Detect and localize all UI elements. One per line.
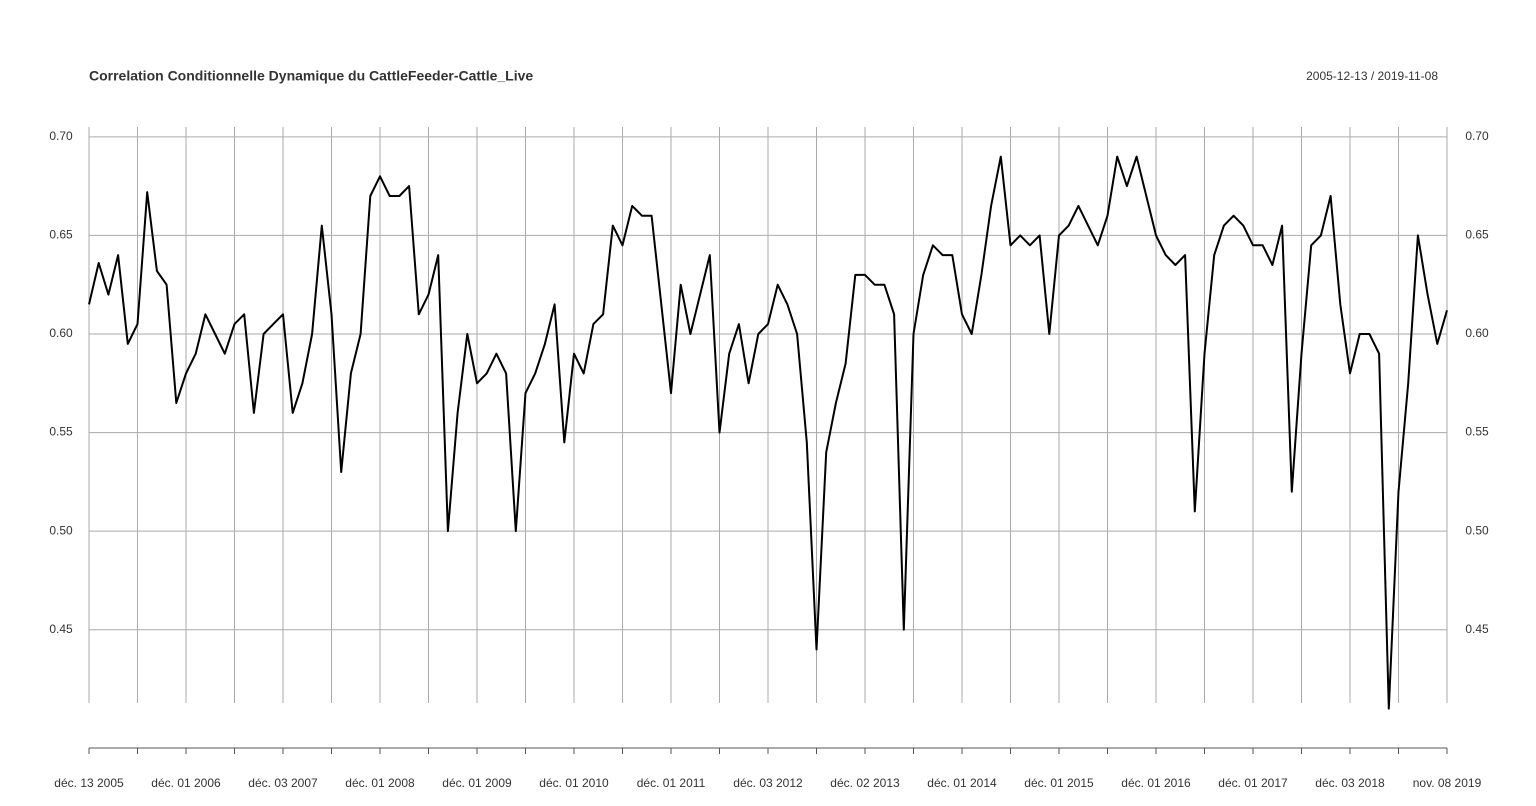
y-tick-label-right: 0.50: [1465, 523, 1489, 537]
x-tick-label: déc. 03 2012: [733, 776, 803, 790]
x-tick-label: déc. 01 2008: [345, 776, 415, 790]
x-tick-label: déc. 01 2014: [927, 776, 997, 790]
y-tick-label-right: 0.55: [1465, 425, 1489, 439]
x-tick-label: déc. 01 2009: [442, 776, 512, 790]
y-tick-label-right: 0.65: [1465, 228, 1489, 242]
x-tick-label: déc. 13 2005: [54, 776, 124, 790]
y-tick-label: 0.45: [49, 622, 73, 636]
y-tick-label: 0.60: [49, 326, 73, 340]
x-tick-label: nov. 08 2019: [1413, 776, 1482, 790]
y-tick-label: 0.50: [49, 523, 73, 537]
x-tick-label: déc. 01 2015: [1024, 776, 1094, 790]
x-tick-label: déc. 03 2007: [248, 776, 318, 790]
x-tick-label: déc. 01 2017: [1218, 776, 1288, 790]
x-tick-label: déc. 01 2011: [637, 776, 706, 790]
y-tick-label: 0.65: [49, 228, 73, 242]
y-tick-label-right: 0.60: [1465, 326, 1489, 340]
x-tick-label: déc. 01 2016: [1121, 776, 1191, 790]
x-tick-label: déc. 01 2006: [151, 776, 221, 790]
y-tick-label: 0.55: [49, 425, 73, 439]
y-tick-label-right: 0.70: [1465, 129, 1489, 143]
chart-title: Correlation Conditionnelle Dynamique du …: [89, 68, 533, 84]
date-range: 2005-12-13 / 2019-11-08: [1306, 69, 1438, 83]
y-tick-label: 0.70: [49, 129, 73, 143]
x-tick-label: déc. 02 2013: [830, 776, 900, 790]
x-tick-label: déc. 01 2010: [539, 776, 609, 790]
y-tick-label-right: 0.45: [1465, 622, 1489, 636]
data-line: [88, 155, 1448, 710]
x-tick-label: déc. 03 2018: [1315, 776, 1385, 790]
